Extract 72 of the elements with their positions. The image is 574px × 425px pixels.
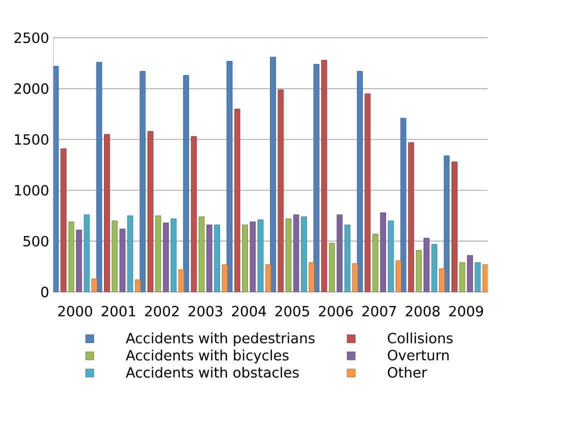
- bar: [134, 279, 141, 292]
- bar: [53, 66, 59, 292]
- y-tick-label: 500: [23, 236, 48, 246]
- x-tick-label: 2008: [406, 306, 440, 316]
- bar: [265, 264, 272, 292]
- bar: [84, 214, 90, 292]
- bar: [222, 264, 228, 292]
- bar: [286, 218, 292, 292]
- bar: [388, 220, 394, 292]
- bar: [104, 134, 110, 292]
- legend-label: Other: [388, 366, 428, 378]
- y-tick-label: 2000: [14, 83, 48, 94]
- bar: [226, 60, 232, 292]
- bar: [400, 118, 406, 292]
- x-tick-label: 2002: [145, 306, 178, 316]
- bar: [356, 70, 363, 292]
- x-tick-label: 2003: [188, 306, 222, 316]
- bar: [206, 224, 212, 292]
- bar: [140, 70, 146, 292]
- bar: [482, 264, 488, 292]
- bar: [147, 130, 154, 292]
- y-tick-label: 1500: [14, 134, 48, 145]
- bar: [408, 142, 414, 292]
- y-tick-label: 1000: [14, 184, 48, 196]
- bar: [380, 212, 386, 292]
- bar: [76, 230, 82, 292]
- bar: [92, 278, 98, 292]
- bar: [198, 216, 205, 292]
- x-tick-label: 2007: [362, 306, 396, 316]
- bar: [120, 228, 126, 292]
- bar: [293, 214, 300, 292]
- bar: [352, 263, 358, 292]
- bar: [314, 64, 320, 292]
- bar: [178, 269, 184, 292]
- bar: [344, 224, 350, 292]
- bar: [60, 148, 66, 292]
- bar: [467, 254, 473, 292]
- bar: [439, 268, 445, 292]
- x-tick-label: 2006: [318, 306, 353, 316]
- legend-label: Overturn: [388, 350, 449, 360]
- y-tick-label: 0: [41, 286, 48, 298]
- bar: [308, 262, 315, 292]
- bar: [431, 244, 438, 292]
- x-tick-label: 2005: [275, 306, 310, 316]
- bar: [301, 216, 307, 292]
- bar: [328, 242, 335, 292]
- bar: [96, 62, 102, 292]
- y-tick-label: 2500: [14, 32, 48, 43]
- bar: [270, 56, 276, 292]
- x-tick-label: 2001: [102, 306, 136, 316]
- bar: [474, 262, 481, 292]
- bar: [444, 155, 450, 292]
- bar: [214, 224, 220, 292]
- x-tick-label: 2009: [449, 306, 484, 316]
- x-tick-label: 2000: [58, 306, 92, 316]
- legend-label: Collisions: [388, 332, 453, 344]
- bar: [183, 74, 190, 292]
- bar: [364, 93, 371, 292]
- bar: [242, 224, 248, 292]
- bar: [170, 218, 177, 292]
- x-tick-label: 2004: [232, 306, 266, 316]
- bar: [452, 161, 458, 292]
- bar: [258, 219, 264, 292]
- legend-label: Accidents with obstacles: [126, 366, 299, 378]
- bar: [424, 238, 430, 292]
- bar: [336, 214, 343, 292]
- bar: [162, 222, 169, 292]
- legend-label: Accidents with pedestrians: [126, 332, 315, 346]
- bar: [250, 221, 256, 292]
- legend-label: Accidents with bicycles: [126, 349, 289, 364]
- bar: [396, 260, 402, 292]
- bar: [127, 215, 134, 292]
